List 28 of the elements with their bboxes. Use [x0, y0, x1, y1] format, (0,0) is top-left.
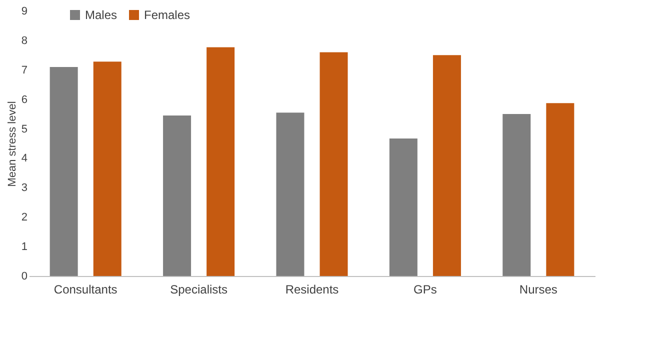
y-tick-label: 3: [21, 182, 28, 194]
y-tick-label: 9: [21, 6, 28, 18]
bar: [276, 112, 304, 276]
bar: [93, 62, 122, 276]
legend-label: Males: [85, 8, 118, 22]
y-tick-label: 7: [21, 64, 28, 76]
x-tick-label: Residents: [285, 282, 339, 296]
y-tick-label: 2: [21, 212, 28, 224]
y-tick-label: 5: [21, 123, 28, 136]
bar: [389, 138, 418, 276]
y-tick-label: 6: [21, 94, 28, 106]
y-tick-label: 4: [21, 152, 28, 165]
bar: [206, 47, 235, 276]
bar: [502, 114, 531, 276]
x-tick-label: GPs: [414, 282, 437, 296]
y-tick-label: 0: [21, 270, 28, 282]
y-tick-label: 8: [21, 34, 28, 47]
y-axis-title: Mean stress level: [6, 101, 18, 187]
legend-label: Females: [144, 8, 190, 22]
y-tick-label: 1: [21, 241, 28, 254]
bar: [50, 66, 78, 276]
bar: [546, 103, 574, 276]
x-tick-label: Specialists: [170, 282, 228, 296]
x-tick-label: Nurses: [519, 282, 558, 296]
bar: [163, 116, 192, 276]
bar: [320, 52, 348, 276]
x-tick-label: Consultants: [54, 282, 118, 296]
bar: [432, 55, 461, 276]
